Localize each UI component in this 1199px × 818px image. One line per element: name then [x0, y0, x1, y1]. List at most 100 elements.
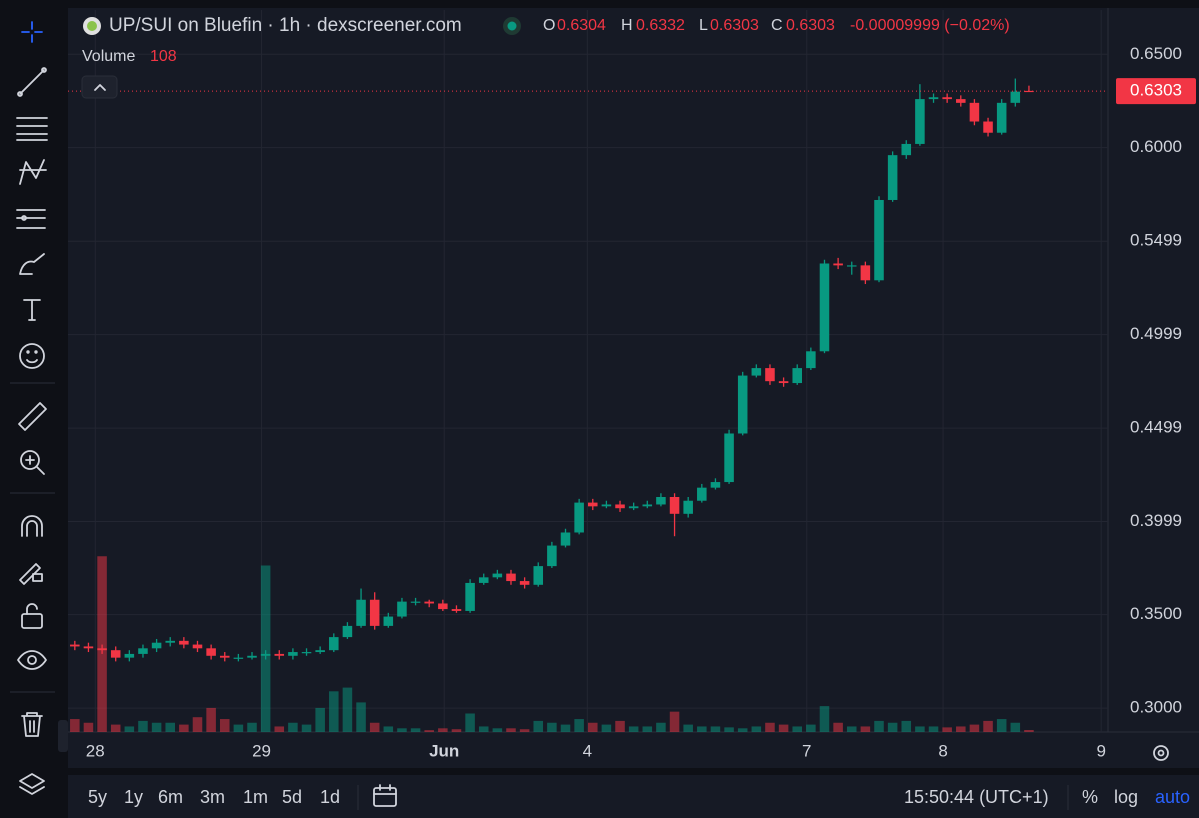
visibility-tool[interactable] — [17, 650, 47, 670]
delete-tool[interactable] — [21, 712, 43, 737]
candle-body — [383, 616, 394, 626]
volume-bar — [956, 726, 966, 732]
candle-body — [138, 648, 148, 654]
volume-bar — [942, 727, 952, 732]
ohlc-label: L — [699, 17, 708, 34]
candle-body — [806, 351, 816, 369]
candle-body — [642, 504, 653, 507]
candle-body — [560, 532, 571, 546]
volume-bar — [860, 726, 871, 732]
volume-bar — [233, 724, 244, 732]
settings-button[interactable] — [1153, 745, 1169, 761]
auto-toggle[interactable]: auto — [1155, 787, 1190, 807]
volume-bar — [383, 726, 394, 732]
volume-bar — [342, 687, 353, 732]
volume-bar — [901, 720, 912, 732]
layers-tool[interactable] — [19, 773, 45, 795]
range-button[interactable]: 6m — [158, 787, 183, 807]
volume-bar — [983, 720, 993, 732]
magnet-tool[interactable] — [21, 515, 43, 537]
range-button[interactable]: 1y — [124, 787, 143, 807]
candle-body — [165, 640, 175, 643]
percent-toggle[interactable]: % — [1082, 787, 1098, 807]
ohlc-value: 0.6303 — [786, 17, 835, 34]
volume-bar — [138, 720, 148, 732]
volume-bar — [356, 702, 366, 732]
candle-body — [70, 644, 80, 647]
fib-tool[interactable] — [16, 117, 48, 141]
volume-bar — [1024, 730, 1034, 732]
candle-body — [765, 368, 775, 382]
unlock-tool[interactable] — [21, 603, 43, 629]
volume-bar — [615, 720, 625, 732]
change: -0.00009999 (−0.02%) — [850, 17, 1010, 34]
volume-bar — [574, 719, 584, 732]
candle-body — [915, 99, 925, 144]
candle-body — [110, 650, 121, 658]
range-button[interactable]: 3m — [200, 787, 225, 807]
candle-body — [819, 263, 830, 352]
candle-body — [942, 97, 952, 100]
text-tool[interactable] — [23, 299, 41, 321]
candle-body — [397, 601, 407, 617]
lock-drawing-tool[interactable] — [19, 563, 43, 585]
candle-body — [887, 155, 898, 200]
volume-bar — [438, 728, 448, 732]
status-dot — [507, 21, 517, 31]
candle-body — [983, 121, 993, 133]
candle-body — [669, 496, 680, 514]
y-tick-label: 0.6500 — [1130, 44, 1182, 63]
candle-body — [928, 97, 939, 100]
candle-body — [697, 487, 707, 501]
candle-body — [588, 502, 598, 507]
candle-body — [247, 655, 257, 658]
emoji-tool[interactable] — [19, 343, 45, 369]
candle-body — [451, 609, 462, 611]
volume-bar — [274, 726, 285, 732]
collapse-handle[interactable] — [58, 720, 68, 752]
y-tick-label: 0.5499 — [1130, 231, 1182, 250]
line-tool[interactable] — [17, 67, 47, 97]
ruler-tool[interactable] — [18, 402, 47, 431]
range-button[interactable]: 5d — [282, 787, 302, 807]
token-icon-inner — [87, 21, 97, 31]
y-tick-label: 0.6000 — [1130, 137, 1182, 156]
volume-bar — [151, 722, 162, 732]
volume-bar — [874, 720, 884, 732]
range-button[interactable]: 1m — [243, 787, 268, 807]
zoom-tool[interactable] — [20, 450, 45, 475]
x-tick-label: 7 — [802, 741, 811, 760]
collapse-button[interactable] — [81, 75, 118, 99]
range-button[interactable]: 1d — [320, 787, 340, 807]
pattern-tool[interactable] — [19, 159, 47, 185]
candle-body — [192, 644, 203, 649]
volume-bar — [219, 719, 230, 732]
candle-body — [956, 99, 966, 103]
volume-bar — [315, 707, 325, 732]
volume-bar — [846, 726, 857, 732]
range-button[interactable]: 5y — [88, 787, 107, 807]
candle-body — [260, 653, 271, 656]
log-toggle[interactable]: log — [1114, 787, 1138, 807]
chart-title: UP/SUI on Bluefin · 1h · dexscreener.com — [109, 15, 462, 36]
brush-tool[interactable] — [19, 253, 45, 275]
volume-bar — [928, 726, 939, 732]
crosshair-tool[interactable] — [21, 21, 43, 43]
volume-bar — [833, 722, 843, 732]
volume-bar — [656, 722, 666, 732]
date-range-button[interactable] — [373, 784, 397, 807]
x-tick-label: 8 — [938, 741, 947, 760]
volume-bar — [478, 726, 489, 732]
y-tick-label: 0.4999 — [1130, 324, 1182, 343]
volume-bar — [260, 565, 271, 732]
volume-bar — [397, 728, 407, 732]
candle-body — [710, 482, 721, 488]
candle-body — [874, 199, 884, 281]
last-price-label: 0.6303 — [1130, 81, 1182, 100]
volume-bar — [778, 724, 789, 732]
candle-body — [369, 599, 380, 626]
volume-label: Volume — [82, 48, 135, 65]
prediction-tool[interactable] — [16, 209, 46, 229]
